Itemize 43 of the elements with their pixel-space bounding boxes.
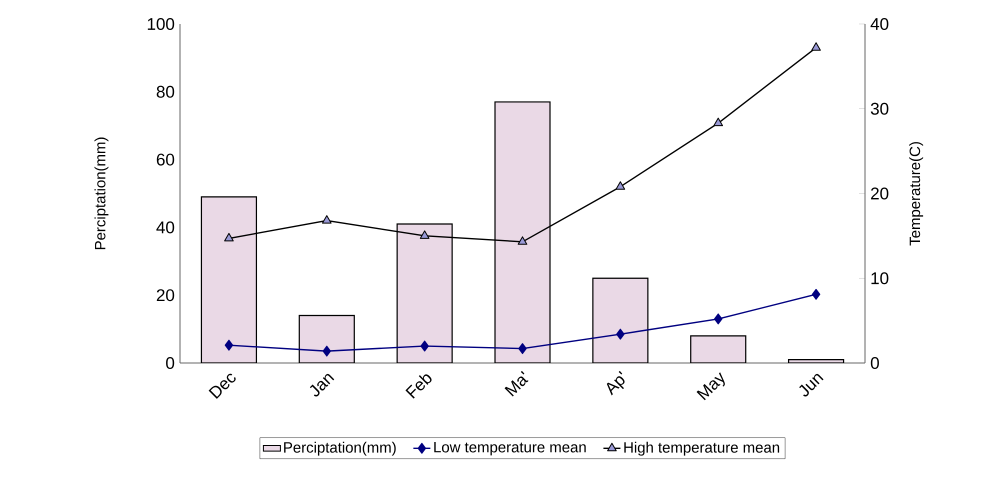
y-tick-label: 100	[148, 18, 174, 30]
point	[714, 313, 722, 324]
y-axis-title: Perciptation(mm)	[94, 138, 108, 250]
x-tick-label: Jun	[799, 374, 824, 396]
bar	[396, 223, 453, 363]
bar	[690, 335, 746, 363]
bar	[494, 101, 551, 363]
legend-label: Perciptation(mm)	[284, 442, 396, 456]
y2-tick-label: 40	[870, 18, 888, 30]
y-tick-label: 40	[156, 221, 174, 234]
bar	[298, 314, 355, 363]
bar	[200, 196, 258, 363]
point	[713, 118, 724, 126]
point	[616, 328, 625, 340]
x-tick-label: Feb	[405, 374, 432, 399]
y2-axis-title: Temperature(C)	[909, 142, 924, 246]
x-tick-label: Jan	[310, 374, 334, 396]
point	[420, 230, 430, 239]
y-tick-label: 0	[166, 356, 174, 369]
y-tick-label: 80	[156, 86, 174, 98]
legend-label: High temperature mean	[624, 442, 780, 456]
bar	[592, 278, 648, 363]
y-tick-label: 20	[156, 289, 174, 302]
point	[616, 181, 626, 190]
point	[518, 236, 528, 245]
point	[224, 232, 234, 242]
x-tick-label: Ma'	[504, 370, 528, 396]
legend-label: Low temperature mean	[434, 442, 586, 456]
y2-tick-label: 30	[870, 102, 888, 115]
y2-tick-label: 20	[871, 187, 888, 200]
y2-tick-label: 0	[870, 356, 879, 369]
point	[224, 340, 234, 351]
point	[420, 340, 429, 352]
y2-tick-label: 10	[871, 272, 888, 284]
point	[812, 288, 820, 300]
y-tick-label: 60	[156, 154, 174, 166]
point	[322, 346, 332, 357]
point	[322, 215, 332, 224]
point	[811, 42, 821, 51]
x-tick-label: Dec	[208, 374, 236, 399]
point	[518, 343, 527, 354]
x-tick-label: May	[696, 372, 725, 400]
x-tick-label: Ap'	[606, 370, 625, 396]
